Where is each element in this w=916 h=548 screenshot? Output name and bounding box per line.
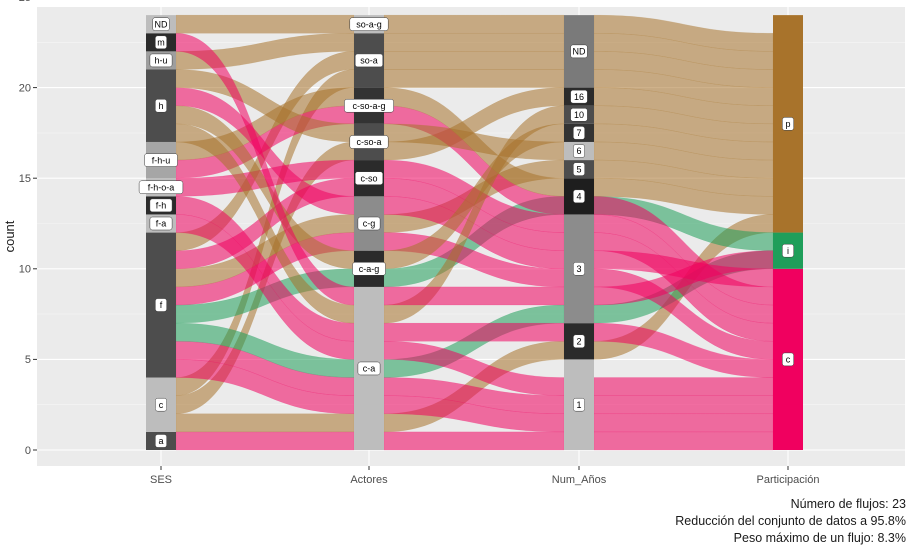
stratum-label-box	[352, 262, 386, 276]
stratum-label-c: c	[159, 400, 164, 410]
y-axis-title: count	[2, 220, 17, 252]
stratum-label-c-so-a-g: c-so-a-g	[352, 101, 385, 111]
stratum-label-c-a: c-a	[363, 364, 376, 374]
stratum-label-box	[573, 162, 585, 176]
stratum-label-box	[573, 334, 585, 349]
stratum-label-c-g: c-g	[363, 219, 376, 229]
stratum-label-box	[138, 180, 184, 195]
stratum-label-a: a	[158, 436, 163, 446]
stratum-label-1: 1	[576, 400, 581, 410]
stratum-label-4: 4	[576, 192, 581, 202]
stratum-label-box	[357, 216, 381, 231]
stratum-label-box	[155, 98, 167, 113]
stratum-label-box	[573, 397, 585, 412]
stratum-label-7: 7	[576, 128, 581, 138]
stratum-label-box	[573, 262, 585, 276]
y-axis: 0 5 10 15 20 25	[19, 0, 37, 457]
stratum-label-ND: ND	[573, 47, 586, 57]
x-tick-label-2: Num_Años	[552, 474, 607, 486]
x-tick-label-1: Actores	[350, 474, 388, 486]
stratum-label-box	[344, 98, 394, 113]
x-tick-label-0: SES	[150, 474, 172, 486]
stratum-label-box	[155, 397, 167, 412]
stratum-label-f-h-u: f-h-u	[152, 155, 171, 165]
y-tick-label: 25	[19, 0, 31, 4]
stratum-label-h-u: h-u	[154, 56, 167, 66]
stratum-label-2: 2	[576, 336, 581, 346]
stratum-label-box	[149, 216, 173, 231]
stratum-label-so-a: so-a	[360, 56, 378, 66]
stratum-label-box	[354, 171, 384, 185]
stratum-label-box	[155, 298, 167, 312]
stratum-label-box	[782, 352, 794, 367]
stratum-labels: a c f f-a f-h f-h-o-a f-h-u h h-u m ND c-a c-a-g c-g c…	[138, 17, 794, 448]
stratum-label-c-so-a: c-so-a	[356, 137, 381, 147]
stratum-label-3: 3	[576, 264, 581, 274]
stratum-label-box	[354, 53, 384, 68]
stratum-label-ND: ND	[155, 19, 168, 29]
stratum-label-box	[155, 35, 167, 50]
stratum-label-box	[349, 17, 389, 31]
y-tick-label: 15	[19, 173, 31, 185]
stratum-label-f-a: f-a	[156, 219, 167, 229]
stratum-label-box	[144, 153, 178, 167]
stratum-label-c: c	[786, 355, 791, 365]
x-axis: SES Actores Num_Años Participación	[150, 466, 820, 486]
stratum-label-box	[149, 53, 173, 68]
y-tick-label: 5	[25, 354, 31, 366]
stratum-label-box	[152, 17, 170, 31]
caption-max-weight: Peso máximo de un flujo: 8.3%	[733, 531, 906, 545]
stratum-label-c-so: c-so	[360, 173, 377, 183]
stratum-label-box	[570, 44, 588, 59]
stratum-label-i: i	[787, 246, 789, 256]
stratum-label-box	[357, 361, 381, 376]
stratum-label-f: f	[160, 300, 163, 310]
stratum-label-box	[155, 434, 167, 448]
stratum-label-box	[573, 126, 585, 140]
stratum-label-f-h: f-h	[156, 201, 167, 211]
y-tick-label: 20	[19, 82, 31, 94]
stratum-label-c-a-g: c-a-g	[359, 264, 380, 274]
stratum-label-box	[782, 117, 794, 131]
flows	[175, 14, 774, 451]
stratum-label-box	[782, 243, 794, 258]
stratum-label-box	[570, 108, 588, 122]
stratum-label-box	[149, 198, 173, 213]
y-tick-label: 10	[19, 264, 31, 276]
stratum-label-so-a-g: so-a-g	[356, 19, 382, 29]
stratum-label-box	[573, 144, 585, 158]
stratum-label-p: p	[785, 119, 790, 129]
stratum-label-box	[570, 89, 588, 104]
stratum-label-box	[573, 189, 585, 204]
caption-data-reduction: Reducción del conjunto de datos a 95.8%	[675, 514, 906, 528]
x-tick-label-3: Participación	[757, 474, 820, 486]
flow-a-c-a-1-c	[175, 431, 774, 451]
caption-flow-count: Número de flujos: 23	[790, 497, 906, 511]
stratum-label-m: m	[157, 38, 165, 48]
stratum-label-f-h-o-a: f-h-o-a	[148, 182, 175, 192]
stratum-label-10: 10	[574, 110, 584, 120]
stratum-label-16: 16	[574, 92, 584, 102]
y-tick-label: 0	[25, 445, 31, 457]
stratum-label-h: h	[158, 101, 163, 111]
stratum-label-5: 5	[576, 164, 581, 174]
stratum-label-6: 6	[576, 146, 581, 156]
stratum-label-box	[349, 135, 389, 149]
